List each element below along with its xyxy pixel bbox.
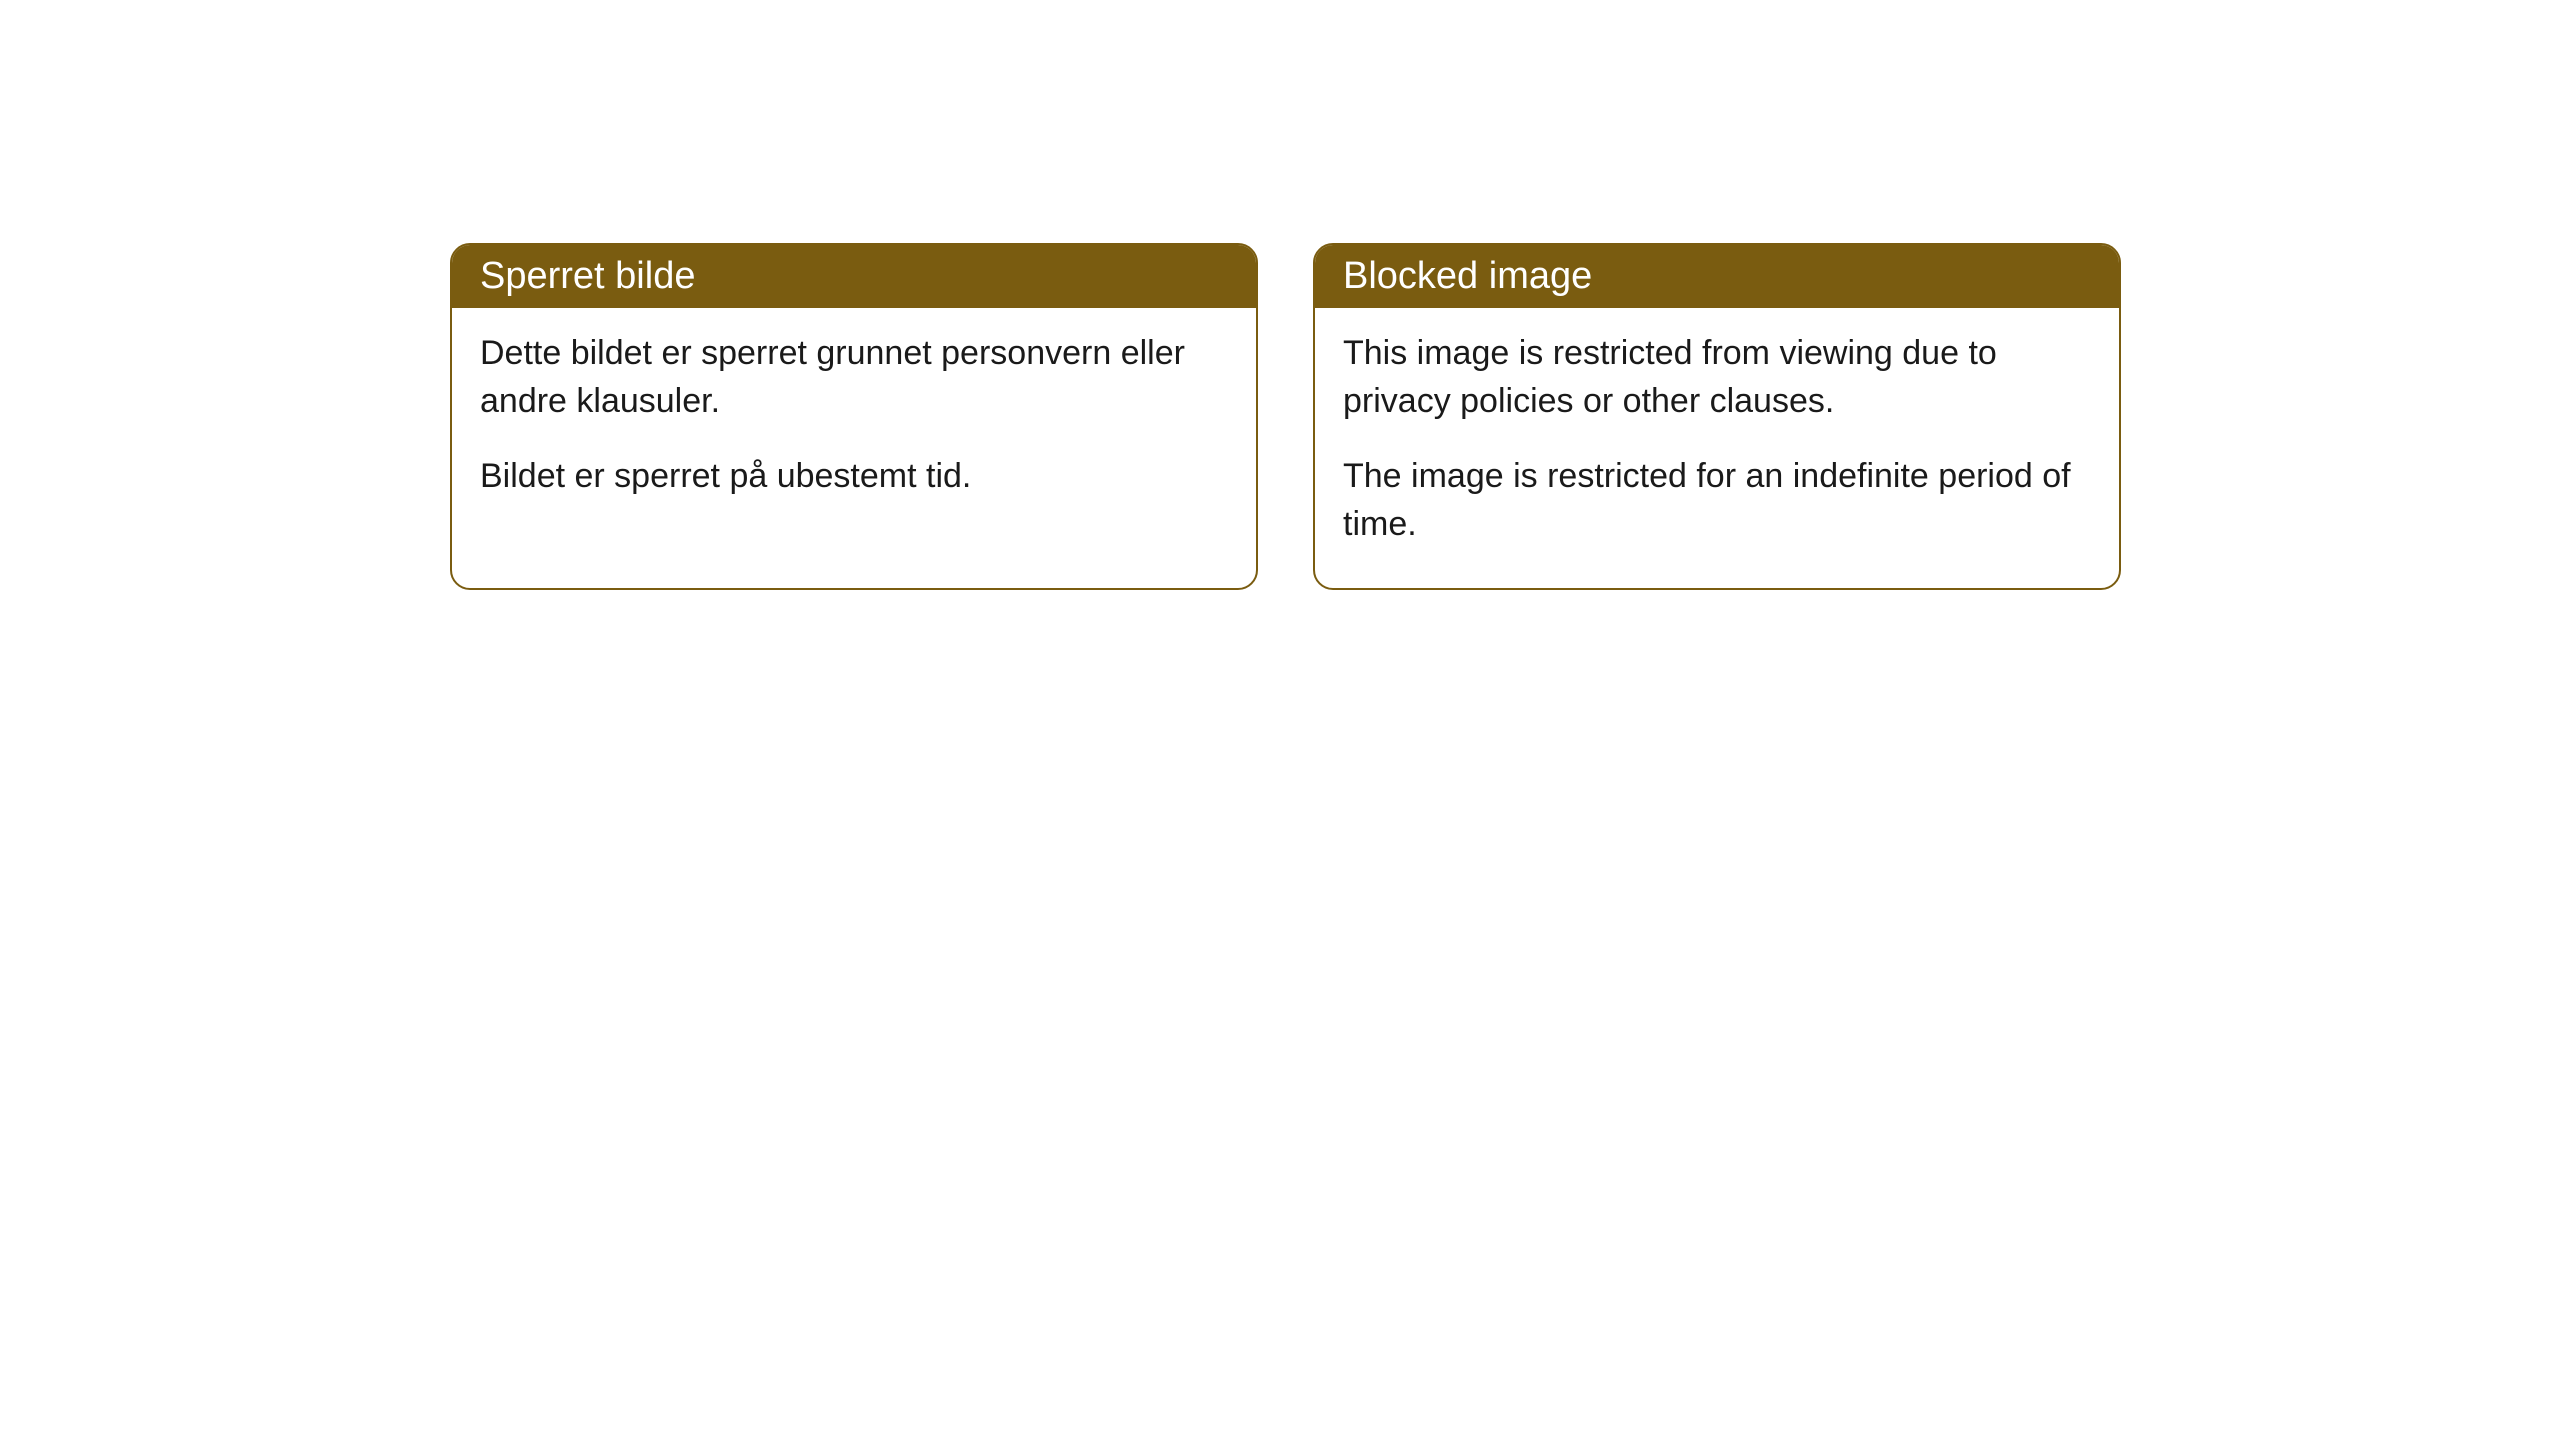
notice-body-english: This image is restricted from viewing du… (1315, 308, 2119, 588)
notice-paragraph-1-english: This image is restricted from viewing du… (1343, 330, 2091, 425)
notice-card-english: Blocked image This image is restricted f… (1313, 243, 2121, 590)
notice-body-norwegian: Dette bildet er sperret grunnet personve… (452, 308, 1256, 541)
notice-paragraph-1-norwegian: Dette bildet er sperret grunnet personve… (480, 330, 1228, 425)
notice-header-norwegian: Sperret bilde (452, 245, 1256, 308)
notice-paragraph-2-norwegian: Bildet er sperret på ubestemt tid. (480, 453, 1228, 501)
notice-header-english: Blocked image (1315, 245, 2119, 308)
notice-container: Sperret bilde Dette bildet er sperret gr… (0, 0, 2560, 590)
notice-paragraph-2-english: The image is restricted for an indefinit… (1343, 453, 2091, 548)
notice-card-norwegian: Sperret bilde Dette bildet er sperret gr… (450, 243, 1258, 590)
